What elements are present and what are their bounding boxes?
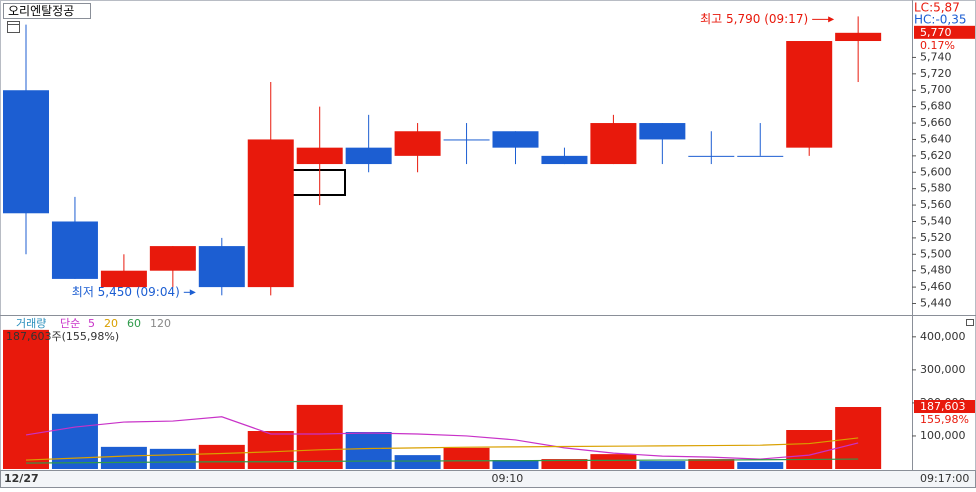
candle-body — [296, 147, 343, 165]
ma-line — [25, 416, 859, 460]
panel-button[interactable] — [966, 319, 974, 326]
candle-body — [590, 123, 637, 165]
candle-body — [198, 246, 245, 288]
stock-name: 오리엔탈정공 — [8, 4, 74, 18]
candle-body — [492, 131, 539, 148]
y-tick-label: 5,720 — [920, 67, 952, 80]
volume-bar — [590, 454, 637, 469]
y-tick-label: 5,580 — [920, 182, 952, 195]
low-note: 최저 5,450 (09:04) — [72, 285, 180, 299]
y-tick-label: 5,520 — [920, 231, 952, 244]
candle-body — [737, 155, 784, 157]
candle-body — [639, 123, 686, 140]
last-volume-label: 187,603 — [920, 400, 966, 413]
legend-entry: 5 — [88, 317, 95, 330]
y-tick-label: 5,600 — [920, 165, 952, 178]
volume-label: 187,603주(155,98%) — [6, 330, 119, 343]
legend-entry: 60 — [127, 317, 141, 330]
volume-bar — [443, 447, 490, 469]
candle-body — [3, 90, 49, 214]
volume-bar — [247, 431, 294, 469]
legend-entry: 120 — [150, 317, 171, 330]
volume-bar — [737, 462, 784, 469]
ratio-label: 155,98% — [920, 413, 969, 426]
change-label: 0.17% — [920, 39, 955, 52]
legend-entry: 20 — [104, 317, 118, 330]
y-tick-label: 5,620 — [920, 149, 952, 162]
volume-bar — [3, 329, 49, 469]
y-tick-label: 5,660 — [920, 116, 952, 129]
candle-body — [835, 32, 882, 42]
candle-body — [688, 155, 735, 157]
candle-body — [149, 246, 196, 271]
y-tick-label: 400,000 — [920, 330, 966, 343]
y-tick-label: 5,640 — [920, 132, 952, 145]
ma-line — [25, 458, 859, 464]
candle-body — [394, 131, 441, 156]
volume-title: 거래량 — [16, 317, 46, 330]
volume-bar — [639, 461, 686, 469]
y-tick-label: 5,540 — [920, 214, 952, 227]
volume-bar — [541, 459, 588, 469]
candle-body — [247, 139, 294, 288]
candle-body — [443, 139, 490, 141]
y-tick-label: 5,740 — [920, 50, 952, 63]
volume-bar — [345, 431, 392, 469]
candle-body — [541, 155, 588, 165]
volume-bar — [688, 459, 735, 469]
y-tick-label: 5,500 — [920, 247, 952, 260]
y-tick-label: 300,000 — [920, 363, 966, 376]
ma-type: 단순 — [60, 317, 80, 330]
volume-bar — [492, 460, 539, 469]
x-tick-label: 12/27 — [4, 472, 39, 485]
x-tick-label: 09:10 — [492, 472, 524, 485]
last-volume-box — [914, 400, 975, 414]
title-box — [3, 3, 91, 19]
ma-line — [25, 437, 859, 461]
y-tick-label: 5,440 — [920, 297, 952, 310]
candle-body — [345, 147, 392, 165]
y-tick-label: 5,700 — [920, 83, 952, 96]
volume-bar — [149, 448, 196, 469]
y-tick-label: 5,480 — [920, 264, 952, 277]
current-time: 09:17:00 — [920, 472, 969, 485]
high-arrow-head — [828, 16, 835, 23]
volume-bar — [296, 404, 343, 469]
volume-bar — [198, 444, 245, 469]
volume-bar — [394, 455, 441, 469]
low-arrow-head — [189, 289, 196, 296]
y-tick-label: 5,680 — [920, 100, 952, 113]
last-price-box — [914, 25, 975, 39]
last-price-label: 5,770 — [920, 26, 952, 39]
calendar-icon[interactable] — [7, 21, 20, 33]
hc-label: HC:-0,35 — [914, 13, 967, 27]
volume-bar — [51, 413, 98, 469]
volume-bar — [100, 446, 147, 469]
time-axis — [0, 470, 976, 488]
y-tick-label: 5,460 — [920, 280, 952, 293]
volume-bar — [786, 430, 833, 469]
candle-body — [100, 270, 147, 288]
candle-body — [786, 41, 833, 148]
y-tick-label: 5,560 — [920, 198, 952, 211]
y-tick-label: 100,000 — [920, 429, 966, 442]
high-note: 최고 5,790 (09:17) — [700, 12, 808, 26]
candle-body — [51, 221, 98, 279]
lc-label: LC:5,87 — [914, 1, 960, 15]
